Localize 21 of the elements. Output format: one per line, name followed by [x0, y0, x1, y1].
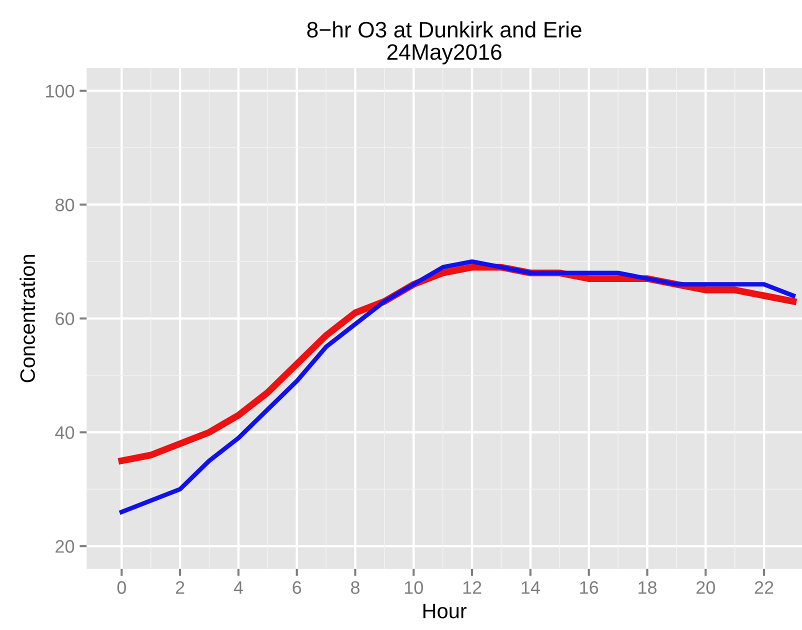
x-tick-label: 10 — [404, 581, 423, 594]
x-tick-label: 16 — [580, 581, 598, 594]
chart-title: 8−hr O3 at Dunkirk and Erie 24May2016 — [307, 21, 582, 64]
x-axis-title: Hour — [423, 604, 467, 618]
x-tick-label: 8 — [351, 581, 360, 594]
y-tick-label: 40 — [55, 426, 74, 440]
y-tick-label: 80 — [56, 198, 74, 212]
y-axis-title: Concentration — [20, 254, 36, 382]
x-tick-label: 18 — [638, 581, 656, 594]
y-tick-label: 60 — [56, 312, 74, 326]
x-tick-label: 22 — [754, 581, 774, 594]
y-tick-label: 20 — [56, 540, 74, 553]
x-tick-label: 12 — [463, 581, 482, 594]
x-tick-label: 2 — [176, 581, 184, 594]
x-tick-label: 0 — [117, 581, 126, 594]
x-tick-label: 4 — [234, 581, 243, 594]
line-series — [119, 259, 796, 514]
x-tick-label: 14 — [522, 581, 540, 594]
y-tick-label: 100 — [46, 84, 74, 98]
x-tick-label: 6 — [292, 581, 302, 594]
x-tick-label: 20 — [696, 581, 715, 594]
